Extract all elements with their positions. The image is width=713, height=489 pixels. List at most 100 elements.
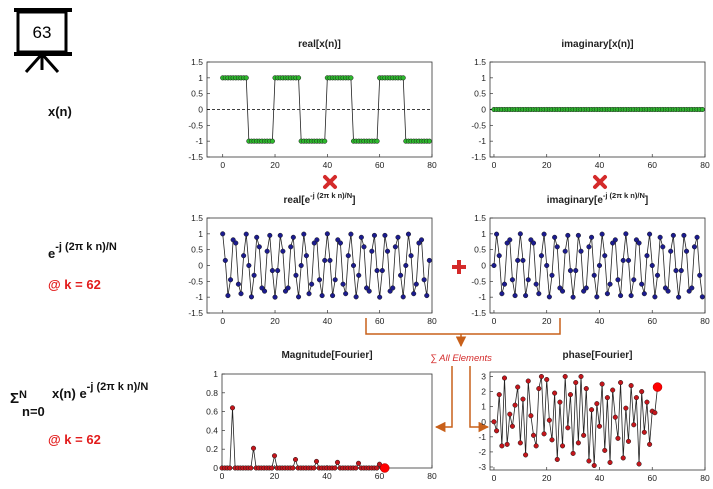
data-point bbox=[298, 262, 304, 269]
data-point bbox=[620, 455, 626, 461]
chart: phase[Fourier] -3 -2 -1 0 1 2 3 0 20 40 60 80 bbox=[478, 350, 710, 483]
sum-exponent: -j (2π k n)/N bbox=[87, 381, 149, 393]
y-tick-label: 0 bbox=[481, 105, 486, 115]
data-point bbox=[369, 248, 375, 254]
slide-number: 63 bbox=[33, 23, 52, 42]
title-part: real[x(n)] bbox=[298, 39, 341, 50]
y-tick-label: 0 bbox=[481, 417, 486, 427]
data-point bbox=[549, 437, 555, 443]
plot-area bbox=[221, 373, 433, 469]
plot-area bbox=[206, 217, 433, 314]
x-tick-label: 0 bbox=[220, 471, 225, 481]
data-point bbox=[327, 257, 333, 263]
data-point bbox=[644, 253, 650, 259]
data-point bbox=[565, 425, 571, 431]
data-point bbox=[264, 248, 270, 254]
sum-lower: n=0 bbox=[22, 404, 45, 419]
y-tick-label: 1.5 bbox=[474, 57, 486, 67]
data-point bbox=[618, 293, 624, 299]
x-tick-label: 80 bbox=[700, 316, 710, 326]
signal-label: x(n) bbox=[48, 104, 72, 119]
chart: real[x(n)] -1.5 -1 -0.5 0 0.5 1 1.5 0 20 40 60 80 bbox=[188, 39, 437, 170]
data-point bbox=[374, 138, 380, 144]
data-point bbox=[554, 456, 560, 462]
kernel-base: e bbox=[48, 246, 55, 261]
data-point bbox=[348, 231, 354, 237]
data-point bbox=[602, 447, 608, 453]
title-part: imaginary[e bbox=[547, 195, 604, 206]
data-point bbox=[507, 411, 513, 417]
data-point bbox=[602, 253, 608, 259]
x-tick-label: 20 bbox=[542, 473, 552, 483]
data-point bbox=[356, 272, 362, 278]
data-point bbox=[421, 277, 427, 283]
data-point bbox=[641, 429, 647, 435]
x-tick-label: 60 bbox=[375, 160, 385, 170]
data-point bbox=[623, 405, 629, 411]
data-point bbox=[596, 262, 603, 269]
data-point bbox=[377, 294, 383, 300]
data-point bbox=[570, 294, 576, 300]
data-point bbox=[355, 460, 362, 466]
data-point bbox=[382, 232, 388, 238]
y-tick-label: -2 bbox=[478, 447, 486, 457]
chart-title: real[e-j (2π k n)/N] bbox=[283, 191, 355, 206]
data-point bbox=[625, 257, 632, 263]
data-point bbox=[243, 231, 249, 237]
y-tick-label: 0.5 bbox=[474, 89, 486, 99]
x-tick-label: 0 bbox=[220, 160, 225, 170]
x-tick-label: 40 bbox=[323, 316, 333, 326]
data-point bbox=[546, 417, 552, 423]
data-point bbox=[424, 293, 430, 299]
data-point bbox=[248, 294, 255, 300]
data-point bbox=[241, 253, 247, 259]
data-point bbox=[499, 443, 505, 449]
data-point bbox=[332, 277, 338, 283]
data-point bbox=[649, 262, 655, 269]
data-point bbox=[673, 268, 679, 274]
sum-upper: N bbox=[19, 389, 27, 401]
data-point bbox=[631, 277, 637, 283]
title-part: real[e bbox=[283, 195, 310, 206]
y-tick-label: 0.5 bbox=[191, 245, 203, 255]
data-point bbox=[509, 277, 515, 283]
data-point bbox=[647, 441, 653, 447]
data-point bbox=[676, 294, 682, 300]
x-tick-label: 60 bbox=[648, 160, 658, 170]
data-point bbox=[515, 384, 521, 390]
data-point bbox=[309, 281, 315, 287]
x-tick-label: 80 bbox=[427, 160, 437, 170]
data-point bbox=[697, 272, 703, 278]
slide-number-icon: 63 bbox=[14, 8, 72, 73]
x-tick-label: 60 bbox=[648, 473, 658, 483]
data-point bbox=[400, 75, 406, 81]
kernel-exponent: -j (2π k n)/N bbox=[55, 241, 117, 253]
data-point bbox=[620, 257, 626, 263]
data-point bbox=[313, 458, 320, 464]
data-point bbox=[353, 465, 359, 471]
data-point bbox=[290, 465, 296, 471]
data-point bbox=[523, 452, 529, 458]
data-point bbox=[699, 106, 705, 113]
data-point bbox=[515, 257, 521, 263]
data-point bbox=[628, 383, 634, 389]
x-tick-label: 20 bbox=[270, 160, 280, 170]
chart: imaginary[x(n)] -1.5 -1 -0.5 0 0.5 1 1.5 0 20 40 60… bbox=[471, 39, 710, 170]
data-point bbox=[222, 257, 228, 263]
data-point bbox=[238, 291, 244, 297]
data-point bbox=[546, 294, 552, 300]
data-point bbox=[567, 268, 574, 274]
data-point bbox=[269, 138, 275, 144]
chart-title: imaginary[x(n)] bbox=[561, 39, 633, 50]
y-tick-label: -1 bbox=[478, 136, 486, 146]
data-point bbox=[541, 231, 547, 237]
data-point bbox=[573, 380, 579, 386]
data-point bbox=[541, 431, 547, 437]
data-point bbox=[413, 281, 419, 287]
data-point bbox=[586, 458, 592, 464]
data-point bbox=[575, 440, 581, 446]
sum-body: x(n) e bbox=[52, 386, 87, 401]
data-point bbox=[525, 277, 531, 283]
data-point bbox=[647, 231, 653, 237]
data-point bbox=[306, 291, 312, 297]
